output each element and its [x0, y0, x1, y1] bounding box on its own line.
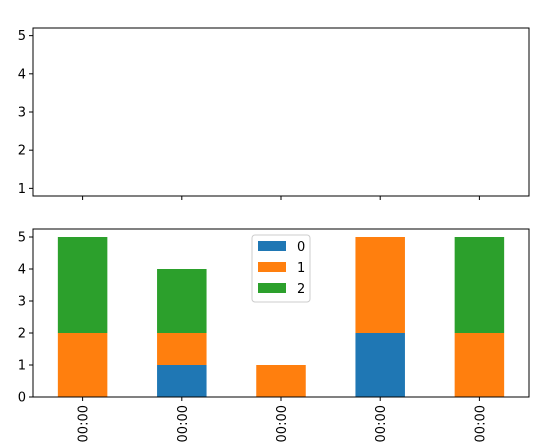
- bottom-x-tick-label: 00:00: [473, 405, 488, 442]
- bottom-y-tick-label: 1: [18, 359, 26, 374]
- bottom-subplot: 0 1 2 3 4 5 00:00 00:00 00:00 00:00 00:00 0 1 2: [18, 228, 530, 442]
- bottom-y-tick-label: 0: [18, 391, 26, 406]
- bottom-y-tick-label: 2: [18, 327, 26, 342]
- top-y-tick-label: 1: [18, 182, 26, 197]
- bottom-y-tick-label: 4: [18, 263, 26, 278]
- legend-label-0: 0: [297, 240, 305, 255]
- legend-swatch-2: [258, 283, 286, 293]
- bar-series-0-cat-3: [355, 333, 405, 397]
- top-y-tick-label: 4: [18, 67, 26, 82]
- top-subplot: 1 2 3 4 5: [18, 27, 530, 200]
- top-y-tick-label: 2: [18, 144, 26, 159]
- bar-series-1-cat-1: [157, 333, 207, 365]
- bar-series-2-cat-4: [454, 237, 505, 333]
- bottom-x-tick-label: 00:00: [176, 405, 191, 442]
- top-y-tick-label: 3: [18, 106, 26, 121]
- bottom-x-tick-label: 00:00: [77, 405, 92, 442]
- top-y-axis: 1 2 3 4 5: [18, 29, 33, 197]
- top-y-tick-label: 5: [18, 29, 26, 44]
- bottom-x-axis: 00:00 00:00 00:00 00:00 00:00: [77, 397, 488, 442]
- legend-swatch-1: [258, 262, 286, 272]
- bar-series-1-cat-3: [355, 237, 405, 333]
- bottom-y-axis: 0 1 2 3 4 5: [18, 231, 33, 406]
- bar-series-2-cat-1: [157, 269, 207, 333]
- bar-series-1-cat-4: [454, 333, 505, 397]
- legend-label-1: 1: [297, 261, 305, 276]
- top-plot-frame: [32, 27, 530, 197]
- bar-series-1-cat-2: [256, 365, 306, 397]
- bottom-y-tick-label: 5: [18, 231, 26, 246]
- legend: 0 1 2: [251, 234, 311, 303]
- bars-group: [57, 237, 505, 397]
- bottom-x-tick-label: 00:00: [374, 405, 389, 442]
- legend-label-2: 2: [297, 282, 305, 297]
- bottom-y-tick-label: 3: [18, 295, 26, 310]
- legend-swatch-0: [258, 241, 286, 251]
- bar-series-2-cat-0: [57, 237, 108, 333]
- bar-series-0-cat-1: [157, 365, 207, 397]
- bottom-plot-frame: [32, 228, 530, 398]
- top-x-ticks: [82, 196, 480, 200]
- bar-series-1-cat-0: [57, 333, 108, 397]
- bottom-x-tick-label: 00:00: [275, 405, 290, 442]
